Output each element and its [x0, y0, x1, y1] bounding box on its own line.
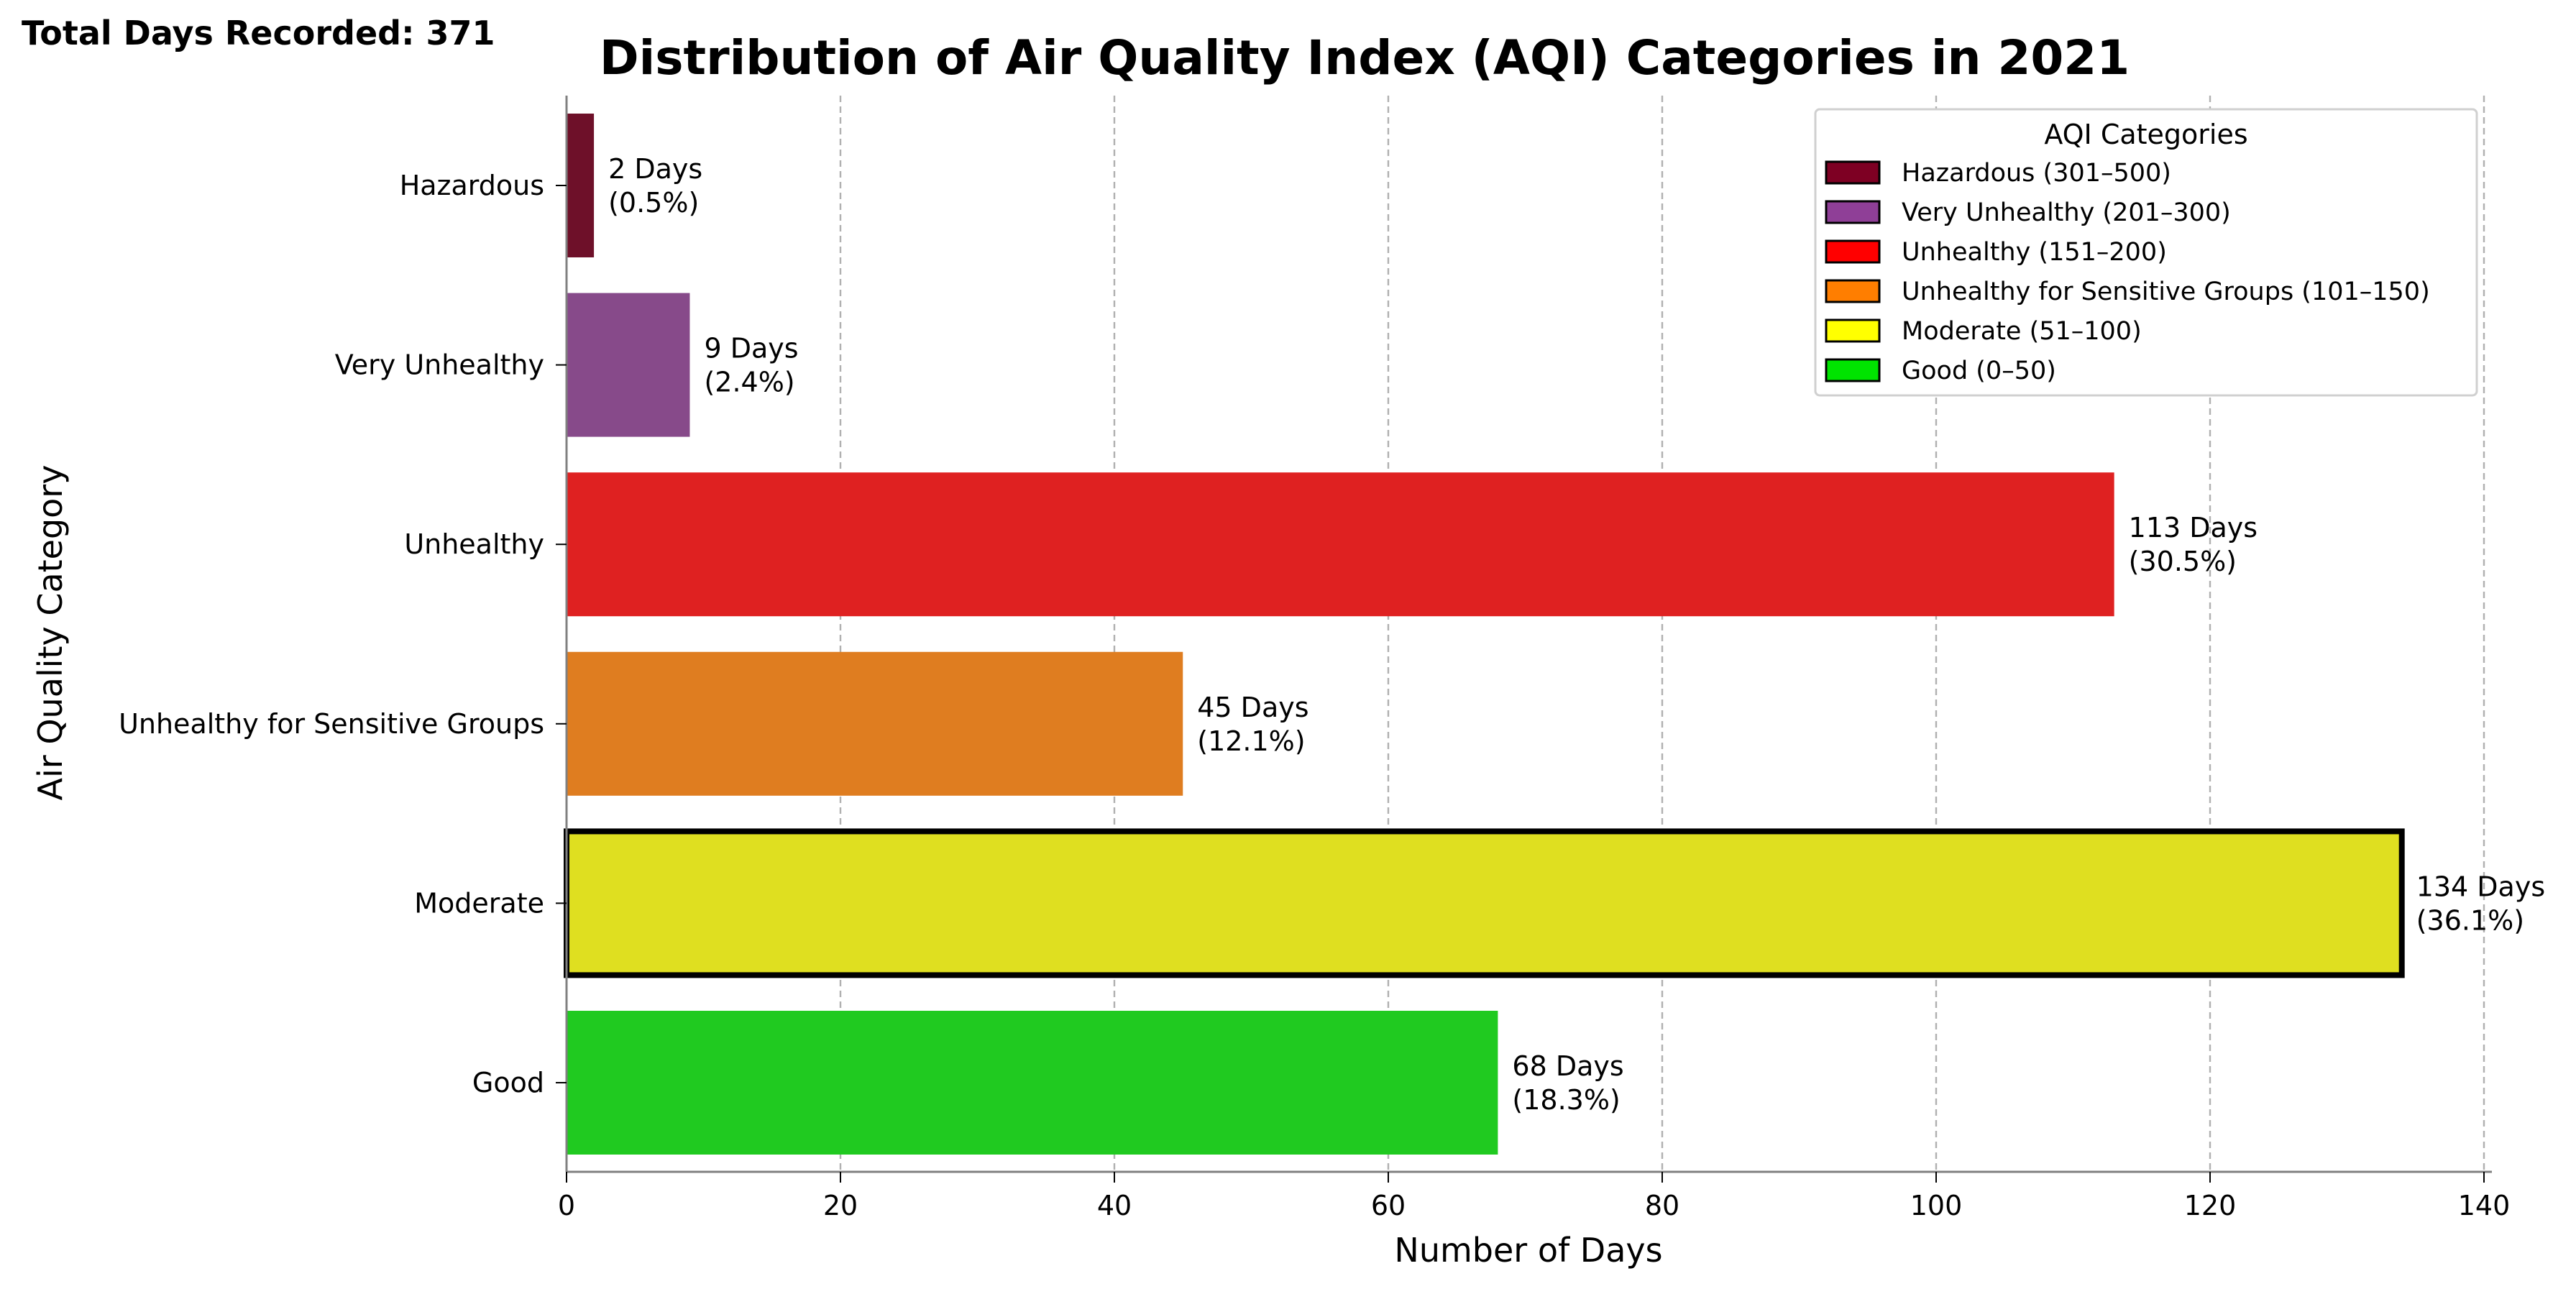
bar-good [567, 1011, 1498, 1155]
legend-label-2: Unhealthy (151–200) [1902, 238, 2167, 267]
value-label-0: 2 Days [608, 153, 702, 185]
x-tick-label-2: 40 [1097, 1190, 1132, 1221]
percent-label-2: (30.5%) [2129, 546, 2237, 577]
y-tick-label-1: Very Unhealthy [335, 349, 544, 381]
value-label-5: 68 Days [1512, 1050, 1623, 1082]
x-tick-label-4: 80 [1645, 1190, 1679, 1221]
legend-swatch-3 [1825, 279, 1881, 303]
legend-label-0: Hazardous (301–500) [1902, 159, 2171, 188]
bar-labels-group: 2 Days(0.5%) 9 Days(2.4%) 113 Days(30.5%) 4… [608, 153, 2545, 1116]
y-tick-label-5: Good [472, 1067, 544, 1098]
y-tick-label-0: Hazardous [400, 170, 544, 201]
value-label-1: 9 Days [704, 333, 798, 364]
x-tick-label-7: 140 [2458, 1190, 2511, 1221]
legend-swatch-4 [1825, 318, 1881, 343]
legend-label-1: Very Unhealthy (201–300) [1902, 198, 2231, 227]
bars-group [564, 114, 2405, 1155]
percent-label-0: (0.5%) [608, 187, 699, 219]
grid-lines [839, 96, 2485, 1172]
y-tick-label-4: Moderate [414, 887, 544, 919]
legend-title: AQI Categories [2044, 119, 2247, 150]
value-label-4: 134 Days [2416, 871, 2545, 902]
x-tick-label-3: 60 [1371, 1190, 1406, 1221]
value-label-2: 113 Days [2129, 512, 2258, 543]
legend-swatch-1 [1825, 200, 1881, 224]
legend-swatch-5 [1825, 358, 1881, 382]
y-ticks-group: Hazardous Very Unhealthy Unhealthy Unhealth… [119, 170, 567, 1098]
bar-unhealthy-for-sensitive-groups [567, 651, 1183, 796]
percent-label-4: (36.1%) [2416, 904, 2524, 936]
x-ticks-group: 0 20 40 60 80 100 120 140 [558, 1172, 2510, 1221]
y-tick-label-2: Unhealthy [404, 528, 544, 560]
legend-label-5: Good (0–50) [1902, 357, 2056, 385]
legend-label-3: Unhealthy for Sensitive Groups (101–150) [1902, 277, 2430, 306]
legend-entries: Hazardous (301–500) Very Unhealthy (201–3… [1825, 159, 2430, 385]
bar-moderate [564, 828, 2405, 978]
legend: AQI Categories Hazardous (301–500) Very U… [1814, 108, 2478, 397]
legend-swatch-0 [1825, 160, 1881, 185]
x-tick-label-6: 120 [2184, 1190, 2237, 1221]
x-tick-label-0: 0 [558, 1190, 575, 1221]
percent-label-1: (2.4%) [704, 367, 794, 398]
bar-hazardous [567, 114, 595, 257]
x-tick-label-1: 20 [823, 1190, 858, 1221]
chart-title: Distribution of Air Quality Index (AQI) … [600, 30, 2130, 86]
bar-very-unhealthy [567, 293, 690, 437]
x-tick-label-5: 100 [1910, 1190, 1963, 1221]
percent-label-3: (12.1%) [1197, 725, 1305, 757]
percent-label-5: (18.3%) [1512, 1084, 1620, 1116]
value-label-3: 45 Days [1197, 692, 1308, 723]
legend-swatch-2 [1825, 239, 1881, 264]
total-days-label: Total Days Recorded: 371 [22, 14, 495, 52]
bar-unhealthy [567, 472, 2114, 617]
legend-label-4: Moderate (51–100) [1902, 317, 2142, 346]
y-tick-label-3: Unhealthy for Sensitive Groups [119, 708, 544, 740]
legend-frame [1814, 108, 2478, 397]
y-axis-label: Air Quality Category [31, 465, 70, 801]
x-axis-label: Number of Days [1394, 1231, 1662, 1270]
